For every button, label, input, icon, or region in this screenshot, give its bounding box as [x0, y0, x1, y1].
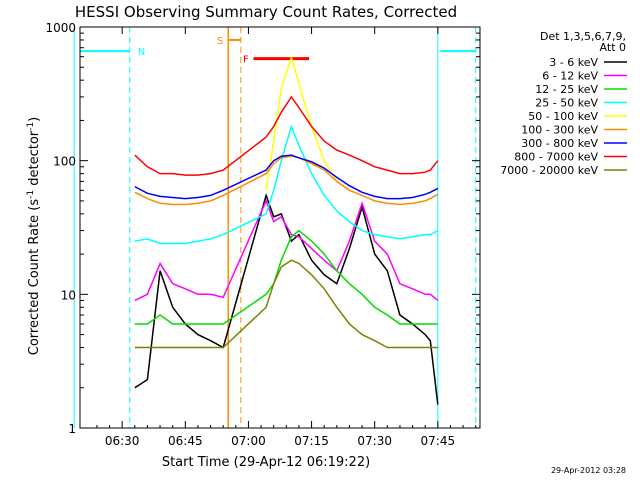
night-label: N — [138, 47, 145, 58]
legend-label-5: 100 - 300 keV — [521, 124, 598, 137]
chart-title: HESSI Observing Summary Count Rates, Cor… — [75, 3, 457, 21]
timestamp-stamp: 29-Apr-2012 03:28 — [551, 466, 626, 475]
y-tick-label-3: 1000 — [45, 21, 76, 35]
legend-label-7: 800 - 7000 keV — [514, 151, 598, 164]
plot-frame — [79, 26, 481, 429]
legend-label-1: 6 - 12 keV — [542, 70, 598, 83]
x-tick-label-4: 07:30 — [357, 434, 392, 448]
series-line-2 — [134, 229, 438, 325]
x-tick-label-0: 06:30 — [105, 434, 140, 448]
legend-header-2: Att 0 — [600, 41, 626, 54]
y-tick-label-2: 100 — [53, 155, 76, 169]
svg-text:Corrected Count Rate (s-1 dete: Corrected Count Rate (s-1 detector-1) — [26, 117, 42, 355]
flare-label: F — [243, 55, 249, 66]
series-line-7 — [134, 95, 439, 176]
saa-label: S — [217, 36, 223, 47]
x-tick-label-2: 07:00 — [231, 434, 266, 448]
legend-label-3: 25 - 50 keV — [535, 97, 598, 110]
x-axis-label: Start Time (29-Apr-12 06:19:22) — [162, 455, 370, 470]
series-line-5 — [134, 155, 439, 206]
y-axis-label: Corrected Count Rate (s-1 detector-1) — [26, 117, 42, 355]
legend-label-6: 300 - 800 keV — [521, 137, 598, 150]
series-line-1 — [134, 198, 439, 302]
series-line-3 — [134, 124, 439, 245]
series-line-6 — [134, 154, 439, 200]
legend-label-0: 3 - 6 keV — [549, 56, 598, 69]
x-tick-label-1: 06:45 — [168, 434, 203, 448]
legend-label-8: 7000 - 20000 keV — [500, 164, 598, 177]
legend-label-2: 12 - 25 keV — [535, 83, 598, 96]
series-line-8 — [134, 259, 438, 349]
legend-label-4: 50 - 100 keV — [528, 110, 598, 123]
legend-header-1: Det 1,3,5,6,7,9, — [540, 30, 626, 43]
x-tick-label-5: 07:45 — [421, 434, 456, 448]
plot-area: S F N — [73, 27, 477, 428]
axes: 06:30 06:45 07:00 07:15 07:30 07:45 1 10 100 1000 — [45, 21, 481, 448]
x-tick-label-3: 07:15 — [294, 434, 329, 448]
y-tick-label-1: 10 — [61, 288, 76, 302]
y-tick-label-0: 1 — [68, 422, 76, 436]
